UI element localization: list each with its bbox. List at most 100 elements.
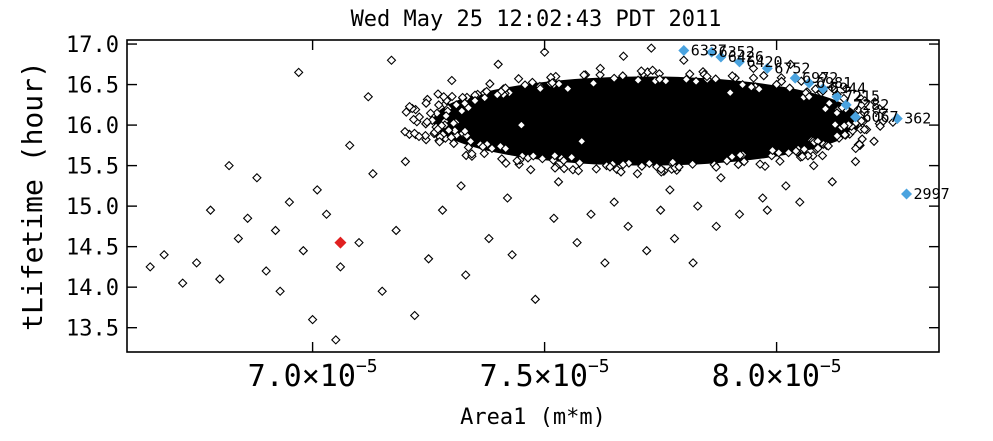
data-point	[665, 185, 675, 195]
data-point	[298, 245, 309, 256]
point-label: 6352	[719, 43, 755, 61]
y-tick-label: 17.0	[66, 33, 119, 58]
data-point	[470, 96, 480, 106]
point-label: 362	[904, 110, 931, 128]
data-point	[808, 160, 819, 171]
cluster-marker	[485, 79, 495, 89]
data-point	[331, 335, 341, 345]
cluster-marker	[647, 65, 658, 76]
data-point	[739, 156, 749, 167]
data-point	[576, 136, 587, 147]
cluster-marker	[755, 159, 765, 169]
cluster-marker	[859, 124, 870, 135]
cluster-marker	[746, 82, 757, 92]
data-point	[437, 205, 448, 215]
cluster-marker	[595, 70, 605, 80]
plot-area: 6337635264266420675269726981694472157282…	[145, 42, 950, 345]
cluster-marker	[448, 118, 459, 129]
cluster-marker	[512, 155, 522, 166]
data-point	[771, 79, 782, 90]
cluster-marker	[420, 130, 431, 141]
cluster-marker	[616, 167, 626, 177]
data-point	[600, 258, 610, 268]
cluster-marker	[791, 146, 801, 156]
data-point	[692, 201, 703, 211]
point-label: 7282	[853, 96, 889, 114]
cluster-marker	[857, 134, 867, 144]
data-point	[762, 205, 773, 215]
data-point	[530, 294, 541, 305]
data-point	[205, 205, 216, 215]
cluster-marker	[573, 165, 584, 176]
highlight-point	[901, 188, 913, 200]
cluster-marker	[827, 82, 837, 93]
y-tick-label: 15.5	[66, 155, 119, 180]
data-point	[804, 91, 814, 102]
data-point	[595, 63, 606, 74]
cluster-marker	[451, 100, 462, 110]
cluster-marker	[784, 83, 795, 93]
data-point	[702, 71, 712, 82]
cluster-marker	[775, 156, 785, 166]
data-point	[869, 136, 879, 147]
highlight-point	[817, 83, 829, 95]
data-point	[539, 47, 550, 57]
data-point	[507, 249, 517, 260]
chart-title: Wed May 25 12:02:43 PDT 2011	[351, 7, 722, 32]
data-point	[363, 91, 374, 102]
data-point	[400, 156, 411, 167]
point-label: 6337	[691, 42, 727, 60]
data-point	[716, 172, 726, 183]
cluster-marker	[644, 158, 655, 169]
cluster-marker	[684, 69, 695, 79]
cluster-marker	[482, 139, 492, 149]
data-point	[335, 262, 346, 272]
cluster-marker	[591, 164, 602, 174]
data-point	[859, 96, 870, 106]
cluster-marker	[840, 129, 850, 140]
data-point	[479, 148, 490, 159]
highlight-point	[761, 62, 773, 74]
cluster-marker	[513, 73, 524, 84]
cluster-marker	[711, 162, 721, 172]
data-point	[725, 87, 735, 98]
highlight-point	[733, 56, 745, 68]
data-point	[850, 156, 861, 167]
cluster-marker	[547, 78, 558, 88]
highlight-point	[789, 72, 801, 84]
cluster-marker	[401, 107, 412, 117]
red-point	[334, 236, 347, 249]
cluster-marker	[520, 80, 530, 90]
point-label: 6981	[816, 74, 852, 92]
data-point	[757, 193, 768, 203]
cluster-marker	[748, 73, 759, 83]
highlight-point	[706, 46, 718, 58]
cluster-marker	[481, 86, 492, 97]
data-point	[502, 193, 513, 203]
x-tick-label: 8.0×10−5	[712, 356, 842, 394]
cluster-marker	[636, 66, 647, 76]
cluster-marker	[528, 151, 539, 161]
highlight-point	[840, 99, 852, 111]
cluster-marker	[783, 147, 794, 158]
data-point	[572, 237, 582, 248]
cluster-marker	[637, 161, 647, 171]
data-point	[785, 59, 796, 70]
data-point	[312, 185, 323, 195]
cluster-marker	[722, 155, 732, 166]
data-point	[609, 197, 619, 207]
cluster-marker	[656, 164, 666, 174]
point-label: 7215	[844, 88, 880, 106]
data-point	[284, 197, 295, 207]
data-point	[516, 120, 527, 130]
x-tick-label: 7.5×10−5	[480, 356, 610, 394]
cluster-marker	[421, 98, 431, 108]
data-point	[553, 177, 564, 187]
data-point	[177, 278, 188, 288]
data-point	[646, 43, 657, 53]
cluster-marker	[674, 162, 684, 172]
data-point	[391, 225, 401, 236]
data-point	[484, 233, 494, 244]
highlight-point	[715, 51, 727, 63]
